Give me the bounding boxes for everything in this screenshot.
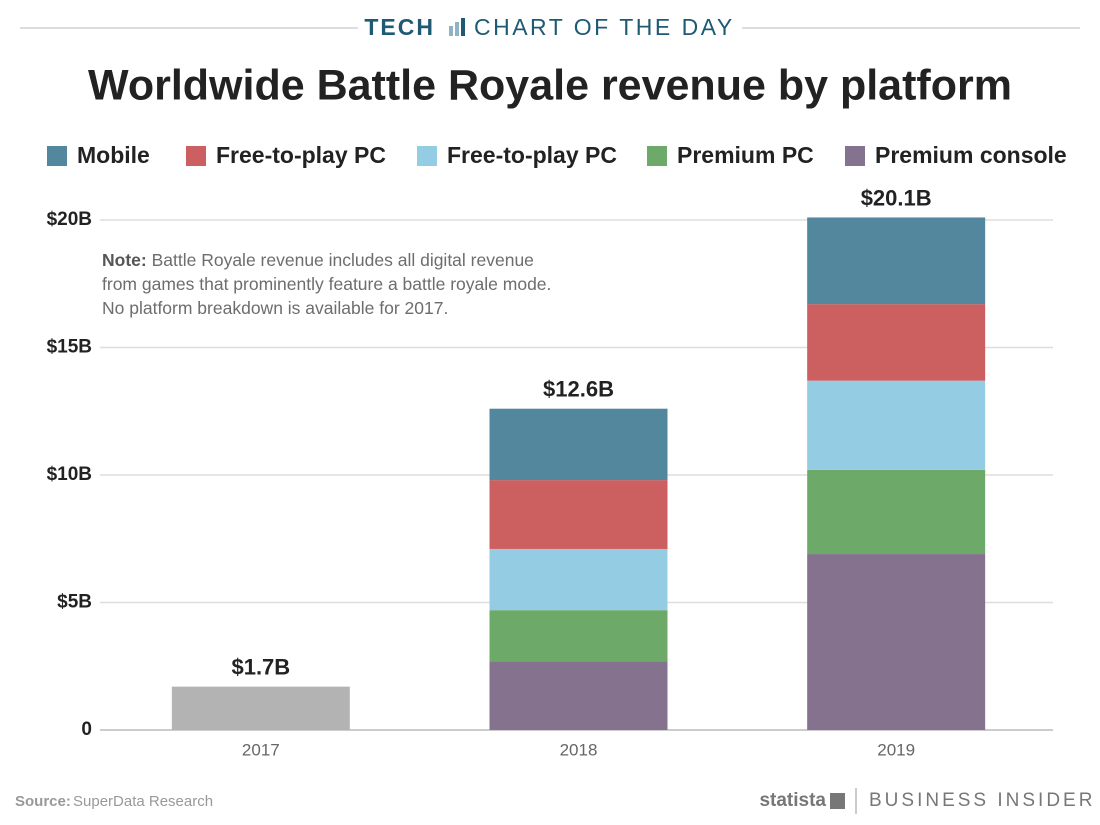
total-label: $1.7B	[231, 654, 290, 679]
section: TECH	[364, 14, 435, 40]
legend-swatch	[647, 146, 667, 166]
x-tick-label: 2017	[242, 740, 280, 759]
note-label: Note:	[102, 250, 147, 270]
tagline: CHART OF THE DAY	[474, 14, 735, 40]
brand-statista: statista	[759, 790, 826, 811]
y-tick-label: $15B	[47, 337, 92, 358]
legend-label: Free-to-play PC	[216, 142, 386, 168]
bar-segment	[489, 480, 668, 549]
total-label: $12.6B	[543, 377, 614, 402]
y-tick-label: $20B	[47, 209, 92, 230]
y-tick-label: $5B	[57, 592, 92, 613]
bar-segment	[489, 610, 668, 662]
bar-segment	[807, 469, 986, 555]
brand-bi: BUSINESS INSIDER	[869, 790, 1095, 811]
source: SuperData Research	[73, 793, 213, 810]
legend-swatch	[417, 146, 437, 166]
bar-segment	[807, 217, 986, 305]
header-icon	[449, 18, 465, 36]
legend-label: Mobile	[77, 142, 150, 168]
legend-label: Premium PC	[677, 142, 814, 168]
bar-segment	[807, 380, 986, 470]
x-tick-label: 2019	[877, 740, 915, 759]
bar-segment	[807, 304, 986, 381]
bar-segment	[807, 554, 986, 730]
legend-swatch	[845, 146, 865, 166]
total-label: $20.1B	[861, 185, 932, 210]
bar-segment	[489, 548, 668, 611]
x-tick-label: 2018	[560, 740, 598, 759]
legend-swatch	[47, 146, 67, 166]
note-text: Battle Royale revenue includes all digit…	[102, 250, 552, 318]
legend-swatch	[186, 146, 206, 166]
bar	[171, 686, 350, 730]
legend-label: Premium console	[875, 142, 1067, 168]
source-label: Source:	[15, 793, 71, 810]
y-tick-label: 0	[81, 719, 92, 740]
bar-segment	[489, 661, 668, 730]
chart-title: Worldwide Battle Royale revenue by platf…	[88, 61, 1012, 109]
note: Note: Battle Royale revenue includes all…	[102, 248, 562, 320]
legend-label: Free-to-play PC	[447, 142, 617, 168]
y-tick-label: $10B	[47, 464, 92, 485]
brand-icon	[830, 793, 845, 809]
bar-segment	[489, 408, 668, 481]
